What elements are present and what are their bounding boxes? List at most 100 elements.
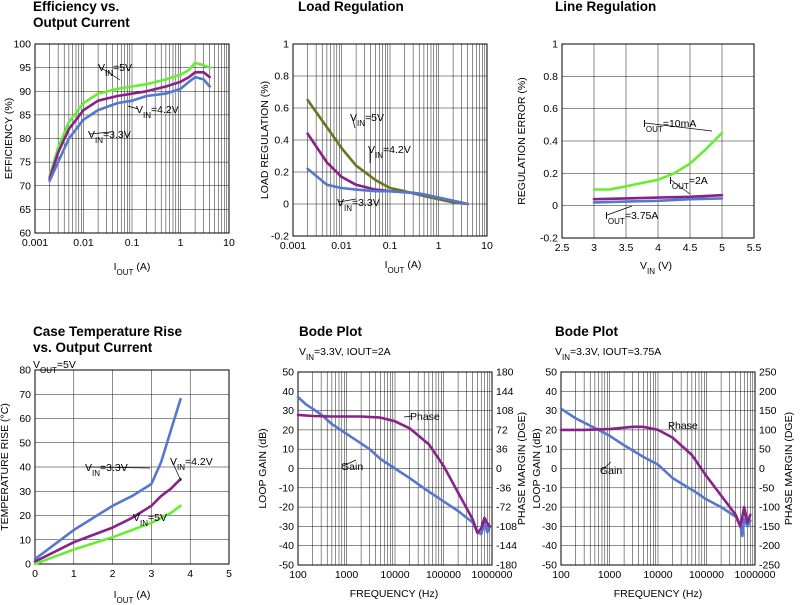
annotation-pointer: [669, 424, 677, 433]
y-tick-label: 10: [282, 444, 294, 456]
x-tick-label: 1: [71, 568, 77, 580]
y-tick-label: -40: [542, 540, 557, 552]
y-tick-label: 65: [19, 204, 31, 216]
series-annotation: Gain: [341, 461, 363, 473]
x-axis-label: IOUT (A): [385, 259, 422, 275]
x-tick-label: 100: [552, 569, 570, 581]
annotation-pointer: [171, 460, 182, 482]
chart-title: Bode Plot: [299, 324, 363, 339]
y-right-tick-label: 100: [759, 424, 777, 436]
series-line-iout-2a: [592, 193, 724, 201]
series-line-vin-5v: [48, 61, 211, 178]
chart-title: Efficiency vs.: [33, 0, 119, 14]
series-line-vin-3-3v: [48, 75, 211, 183]
chart-subtitle: VOUT=5V: [33, 359, 76, 375]
y-tick-label: -10: [542, 482, 557, 494]
y-right-tick-label: -100: [759, 502, 780, 514]
annotation-pointer: [606, 205, 633, 216]
y-right-axis-label: PHASE MARGIN (DGE): [783, 412, 795, 525]
x-axis-label: VIN (V): [640, 260, 672, 276]
annotation-pointer: [338, 198, 357, 203]
series-annotation: Gain: [600, 465, 622, 477]
y-axis-label: LOAD REGULATION (%): [259, 81, 271, 199]
y-right-tick-label: 180: [496, 367, 514, 379]
y-tick-label: 20: [282, 424, 294, 436]
series-line-vin-3-3v: [33, 397, 182, 561]
chart-title: Output Current: [33, 15, 130, 30]
y-tick-label: 0.2: [274, 167, 289, 179]
series-annotation: Phase: [668, 420, 698, 432]
y-tick-label: 0.2: [543, 168, 558, 180]
y-axis-label: EFFICIENCY (%): [3, 98, 15, 179]
y-right-tick-label: -50: [759, 482, 774, 494]
chart-title: Line Regulation: [555, 0, 656, 14]
y-tick-label: 30: [545, 405, 557, 417]
y-tick-label: -30: [279, 521, 294, 533]
chart-bode1: 100 1000 10000 100000 1000000-50-40-30-20-10…: [257, 324, 528, 600]
y-tick-label: -10: [279, 482, 294, 494]
chart-subtitle: VIN=3.3V, IOUT=3.75A: [555, 346, 661, 362]
x-tick-label: 100000: [689, 569, 724, 581]
chart-load: 0.001 0.01 0.1 1 10 -0.2 0 0.2 0.4 0.6 0.8 1 Load Re…: [259, 0, 493, 275]
series-annotation: VIN=4.2V: [368, 144, 411, 160]
y-axis-label: REGULATION ERROR (%): [516, 77, 528, 205]
y-tick-label: 90: [19, 86, 31, 98]
x-tick-label: 5: [226, 568, 232, 580]
x-tick-label: 1: [436, 240, 442, 252]
series-annotation: VIN=5V: [350, 112, 384, 128]
series-line-vin-5v: [33, 504, 182, 566]
series-line-vin-5v: [306, 98, 469, 206]
y-right-tick-label: -150: [759, 521, 780, 533]
y-tick-label: 0.6: [274, 103, 289, 115]
y-tick-label: 70: [19, 389, 31, 401]
x-axis-label: IOUT (A): [114, 261, 151, 277]
y-tick-label: 100: [13, 39, 31, 51]
chart-subtitle: VIN=3.3V, IOUT=2A: [299, 346, 391, 362]
y-right-tick-label: -144: [496, 540, 517, 552]
y-tick-label: 0.4: [543, 136, 558, 148]
x-tick-label: 4: [655, 242, 661, 254]
y-tick-label: 40: [19, 462, 31, 474]
grid: [297, 371, 492, 566]
plot-frame: [560, 371, 756, 566]
y-right-tick-label: -250: [759, 560, 780, 572]
y-tick-label: 1: [552, 39, 558, 51]
y-tick-label: 1: [283, 39, 289, 51]
series-annotation: VIN=5V: [98, 62, 132, 78]
x-axis-label: FREQUENCY (Hz): [350, 588, 438, 600]
y-right-tick-label: 108: [496, 405, 514, 417]
x-tick-label: 10000: [380, 569, 409, 581]
y-right-tick-label: -36: [496, 482, 511, 494]
plot-frame: [34, 43, 230, 234]
x-tick-label: 0.001: [22, 237, 48, 249]
y-axis-label: LOOP GAIN (dB): [257, 428, 269, 508]
plot-frame: [297, 371, 493, 566]
y-tick-label: 30: [282, 405, 294, 417]
series-line-iout-10ma: [592, 131, 724, 191]
y-tick-label: 0: [283, 199, 289, 211]
y-tick-label: 75: [19, 157, 31, 169]
x-tick-label: 10: [481, 240, 493, 252]
y-tick-label: 60: [19, 413, 31, 425]
y-right-tick-label: -108: [496, 521, 517, 533]
x-tick-label: 0.1: [383, 240, 398, 252]
y-tick-label: 70: [19, 180, 31, 192]
x-tick-label: 10: [223, 237, 235, 249]
x-axis-label: IOUT (A): [114, 589, 151, 605]
annotation-pointer: [670, 179, 691, 195]
x-tick-label: 1: [178, 237, 184, 249]
series-annotation: VIN=5V: [133, 512, 167, 528]
y-right-tick-label: 150: [759, 405, 777, 417]
series-line-vin-3-3v: [306, 167, 469, 206]
annotation-pointer: [134, 512, 141, 518]
y-tick-label: 40: [545, 386, 557, 398]
y-tick-label: 0: [552, 200, 558, 212]
x-tick-label: 3: [148, 568, 154, 580]
x-tick-label: 0.1: [125, 237, 140, 249]
series-annotation: VIN=3.3V: [337, 197, 380, 213]
x-tick-label: 4: [187, 568, 193, 580]
y-right-tick-label: 200: [759, 386, 777, 398]
y-axis-label: TEMPERATURE RISE (°C): [0, 403, 11, 531]
